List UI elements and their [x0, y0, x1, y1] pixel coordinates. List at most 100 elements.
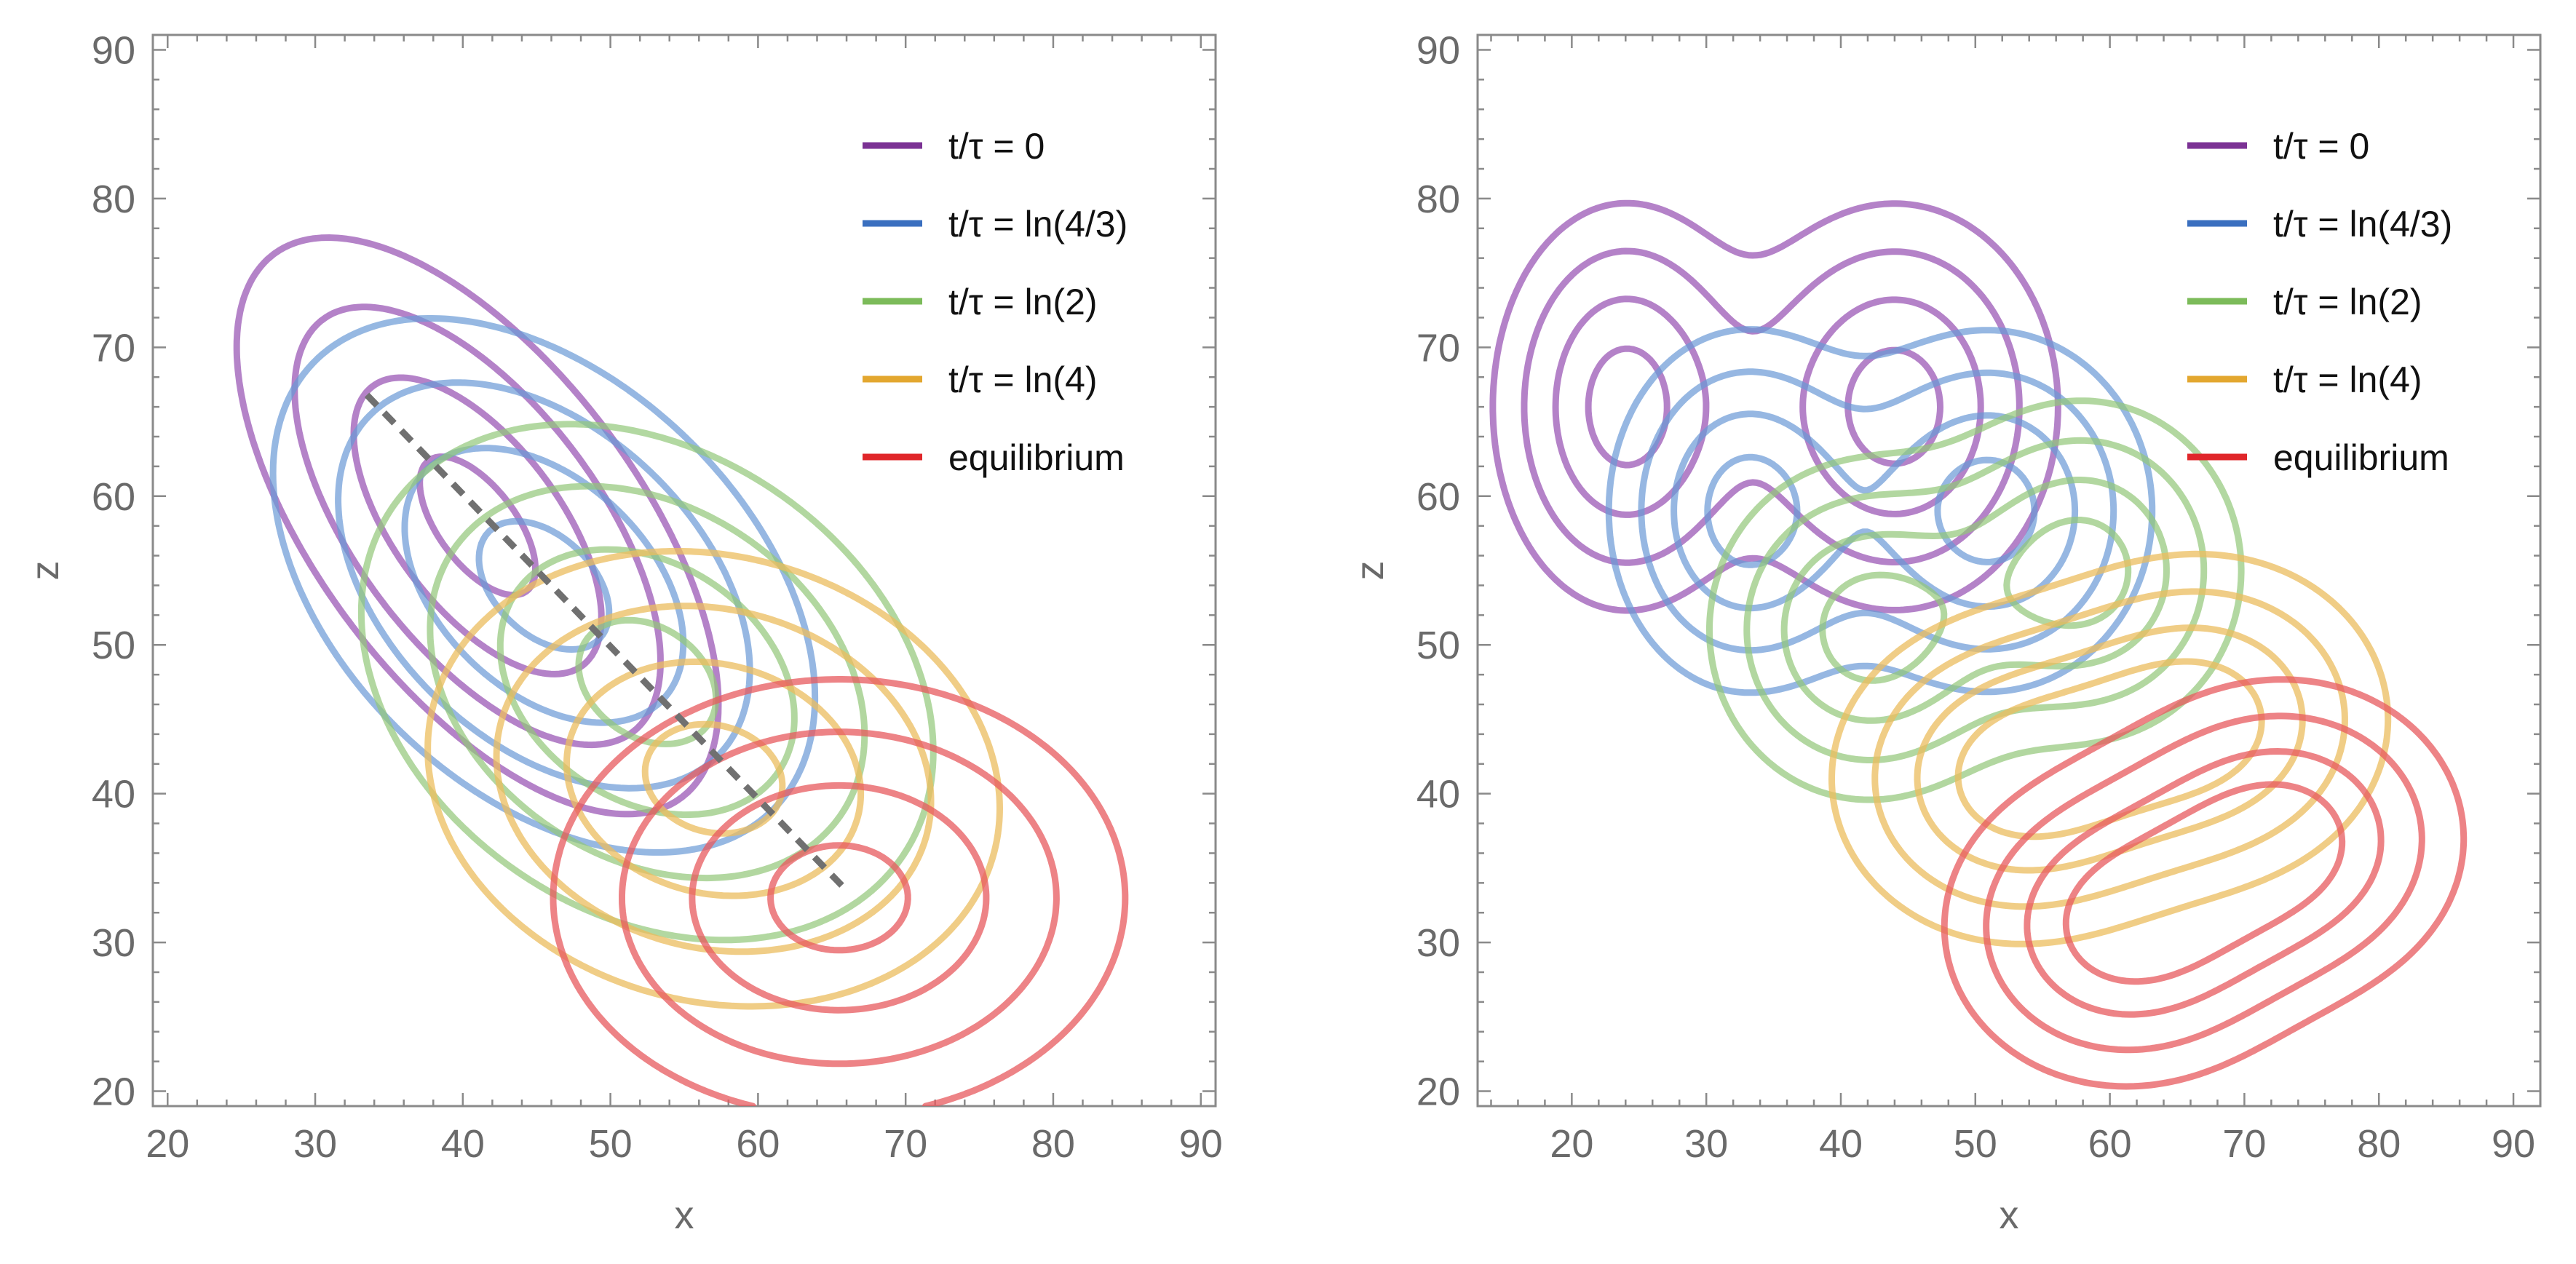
- y-tick-label: 80: [92, 178, 135, 221]
- plot-frame: [151, 33, 1217, 1108]
- legend-label: equilibrium: [2273, 437, 2449, 478]
- legend-item: t/τ = ln(2): [2187, 282, 2422, 322]
- contour-line: [1983, 712, 2425, 1054]
- x-tick-label: 60: [2088, 1122, 2132, 1166]
- chart-panel-right: 20 30 40 50 60 70 80 90 20 30 40 50 60 70 80 90 x z t/τ = …: [1348, 28, 2542, 1237]
- legend-label: t/τ = ln(2): [948, 282, 1098, 322]
- contour-line: [1914, 624, 2306, 874]
- x-axis-label: x: [2000, 1193, 2019, 1237]
- contour-series: [1706, 397, 2245, 803]
- contour-series: [1941, 676, 2468, 1090]
- legend-item: t/τ = ln(2): [863, 282, 1098, 322]
- y-tick-label: 40: [92, 773, 135, 816]
- contour-line: [767, 842, 911, 954]
- contour-series: [1489, 199, 2061, 614]
- legend-label: t/τ = ln(2): [2273, 282, 2422, 322]
- x-tick-label: 90: [1179, 1122, 1223, 1166]
- x-tick-label: 40: [441, 1122, 485, 1166]
- x-tick-label: 80: [1031, 1122, 1075, 1166]
- axis-ticks: [153, 35, 1216, 1106]
- contour-line: [1605, 326, 2156, 696]
- contour-line: [1934, 456, 2038, 565]
- legend-label: t/τ = ln(4/3): [2273, 204, 2452, 245]
- y-tick-label: 70: [1416, 326, 1460, 370]
- contour-series: [550, 676, 1129, 1106]
- contour-line: [1954, 658, 2265, 840]
- legend-item: equilibrium: [2187, 437, 2449, 478]
- axis-ticks: [1478, 35, 2542, 1106]
- x-axis-label: x: [675, 1193, 694, 1237]
- y-axis-label: z: [1348, 561, 1392, 581]
- contour-line: [291, 303, 664, 749]
- contour-line: [1489, 199, 2061, 614]
- contour-line: [2062, 781, 2346, 985]
- contour-line: [1704, 453, 1801, 568]
- legend-item: t/τ = ln(4/3): [863, 204, 1128, 245]
- contour-line: [427, 482, 868, 882]
- y-tick-label: 70: [92, 326, 135, 370]
- x-tick-label: 70: [884, 1122, 927, 1166]
- y-tick-label: 40: [1416, 773, 1460, 816]
- legend-label: t/τ = ln(4/3): [948, 204, 1128, 245]
- contour-line: [401, 445, 687, 726]
- contour-line: [424, 548, 1003, 1010]
- contour-area: [233, 234, 1129, 1106]
- x-tick-label: 90: [2492, 1122, 2535, 1166]
- x-tick-label: 50: [1954, 1122, 1997, 1166]
- contour-line: [550, 676, 1129, 1106]
- y-tick-label: 90: [1416, 28, 1460, 72]
- contour-line: [1819, 571, 1948, 684]
- contour-line: [1941, 676, 2468, 1090]
- y-tick-label: 30: [1416, 921, 1460, 965]
- y-tick-label: 50: [1416, 624, 1460, 667]
- y-tick-label: 50: [92, 624, 135, 667]
- x-tick-label: 50: [589, 1122, 633, 1166]
- legend-label: t/τ = 0: [948, 126, 1045, 167]
- contour-line: [493, 603, 935, 955]
- legend-item: t/τ = 0: [2187, 126, 2369, 167]
- y-axis-label: z: [23, 561, 67, 581]
- y-tick-label: 60: [92, 475, 135, 519]
- legend: t/τ = 0 t/τ = ln(4/3) t/τ = ln(2) t/τ = ln(…: [2187, 126, 2452, 478]
- legend: t/τ = 0 t/τ = ln(4/3) t/τ = ln(2) t/τ = ln(…: [863, 126, 1128, 478]
- y-tick-label: 80: [1416, 178, 1460, 221]
- plot-frame: [1476, 33, 2542, 1108]
- contour-area: [1489, 199, 2468, 1090]
- legend-item: equilibrium: [863, 437, 1125, 478]
- legend-label: t/τ = 0: [2273, 126, 2369, 167]
- contour-line: [1780, 477, 2170, 724]
- legend-item: t/τ = ln(4): [2187, 359, 2422, 400]
- legend-label: t/τ = ln(4): [2273, 359, 2422, 400]
- legend-label: equilibrium: [948, 437, 1125, 478]
- contour-line: [269, 315, 819, 856]
- contour-line: [1799, 296, 1984, 517]
- contour-line: [1828, 550, 2392, 947]
- contour-line: [1706, 397, 2245, 803]
- trend-dashed-line: [364, 392, 849, 893]
- x-tick-label: 20: [146, 1122, 189, 1166]
- legend-item: t/τ = ln(4/3): [2187, 204, 2452, 245]
- contour-line: [619, 728, 1060, 1068]
- y-tick-label: 90: [92, 28, 135, 72]
- contour-line: [641, 720, 786, 837]
- x-tick-label: 70: [2222, 1122, 2266, 1166]
- y-tick-label: 30: [92, 921, 135, 965]
- contour-line: [2003, 517, 2132, 629]
- contour-line: [1844, 346, 1943, 467]
- contour-line: [689, 782, 990, 1014]
- y-tick-label: 20: [1416, 1070, 1460, 1114]
- contour-line: [2024, 748, 2385, 1018]
- contour-line: [1521, 247, 2023, 566]
- contour-line: [575, 616, 720, 747]
- legend-item: t/τ = 0: [863, 126, 1045, 167]
- contour-line: [1871, 588, 2348, 910]
- contour-line: [1552, 295, 1710, 518]
- y-tick-label: 20: [92, 1070, 135, 1114]
- contour-line: [233, 234, 722, 818]
- y-tick-label: 60: [1416, 475, 1460, 519]
- x-tick-label: 80: [2357, 1122, 2401, 1166]
- x-tick-label: 30: [1684, 1122, 1728, 1166]
- x-tick-label: 40: [1819, 1122, 1863, 1166]
- contour-line: [1743, 437, 2208, 763]
- legend-item: t/τ = ln(4): [863, 359, 1098, 400]
